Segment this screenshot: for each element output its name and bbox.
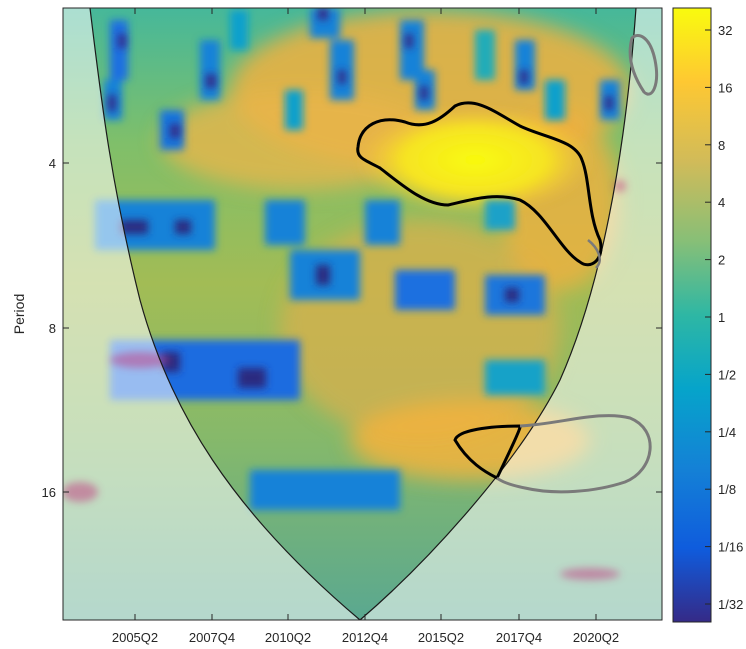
significance-contour-upper [356, 101, 603, 267]
x-tick-label: 2020Q2 [573, 630, 619, 645]
colorbar: 32 16 8 4 2 1 1/2 1/4 1/8 1/16 1/32 [672, 7, 743, 623]
x-tick: 2007Q4 [189, 8, 235, 645]
colorbar-gradient [672, 7, 712, 623]
x-tick-label: 2010Q2 [265, 630, 311, 645]
x-tick: 2015Q2 [418, 8, 464, 645]
colorbar-tick-label: 2 [718, 253, 725, 268]
significance-contour-gray-upper [628, 34, 659, 96]
x-tick-label: 2017Q4 [496, 630, 542, 645]
plot-frame [62, 7, 663, 621]
colorbar-tick-label: 8 [718, 138, 725, 153]
y-tick: 16 [42, 485, 662, 500]
significance-contour-lower [453, 424, 522, 481]
x-tick: 2020Q2 [573, 8, 619, 645]
x-tick: 2017Q4 [496, 8, 542, 645]
colorbar-tick-label: 1/8 [718, 482, 736, 497]
colorbar-tick-label: 1/16 [718, 540, 743, 555]
y-tick: 8 [49, 321, 662, 336]
colorbar-tick-label: 1 [718, 310, 725, 325]
y-axis-label: Period [11, 294, 27, 334]
y-axis: 4 8 16 [42, 156, 662, 500]
colorbar-tick-label: 1/4 [718, 425, 736, 440]
colorbar-ticks: 32 16 8 4 2 1 1/2 1/4 1/8 1/16 1/32 [705, 23, 743, 612]
significance-contour-gray-lower [496, 414, 652, 494]
colorbar-tick-label: 4 [718, 195, 725, 210]
y-tick-label: 8 [49, 321, 56, 336]
colorbar-tick-label: 1/32 [718, 597, 743, 612]
heatmap-field [63, 8, 662, 620]
significance-contour-gray-right [587, 239, 601, 269]
y-tick-label: 4 [49, 156, 56, 171]
x-tick-label: 2015Q2 [418, 630, 464, 645]
x-tick-label: 2005Q2 [112, 630, 158, 645]
x-tick-label: 2007Q4 [189, 630, 235, 645]
x-tick: 2012Q4 [342, 8, 388, 645]
colorbar-tick-label: 16 [718, 80, 732, 95]
y-tick: 4 [49, 156, 662, 171]
x-tick: 2010Q2 [265, 8, 311, 645]
colorbar-tick-label: 1/2 [718, 367, 736, 382]
x-tick-label: 2012Q4 [342, 630, 388, 645]
x-tick: 2005Q2 [112, 8, 158, 645]
y-tick-label: 16 [42, 485, 56, 500]
colorbar-tick-label: 32 [718, 23, 732, 38]
x-axis: 2005Q2 2007Q4 2010Q2 2012Q4 2015Q2 2017Q… [112, 8, 619, 645]
